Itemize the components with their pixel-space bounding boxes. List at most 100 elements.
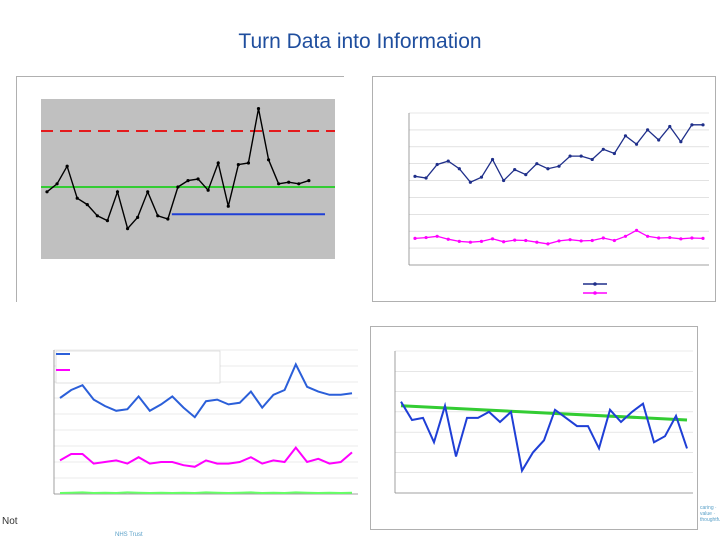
series-0-point [634, 142, 639, 146]
series-1-point [490, 237, 495, 241]
series-0-point [424, 176, 428, 180]
rate-series-point [307, 179, 311, 183]
series-1-point [513, 238, 517, 242]
series-0-line [414, 124, 703, 183]
harm-chart-panel [26, 326, 362, 530]
footer-tagline: caring · value · thoughtful [700, 505, 720, 523]
footer-trust-text: NHS Trust [115, 532, 143, 538]
rate-series-point [105, 219, 110, 223]
series-1-point [468, 240, 472, 244]
series-1-point [646, 234, 650, 238]
rate-series-point [256, 107, 261, 111]
series-0-point [690, 123, 694, 127]
series-0-point [557, 164, 561, 168]
rate-series-line [400, 401, 688, 474]
series-1-point [413, 236, 417, 240]
rate-series-point [216, 161, 220, 165]
series-1-point [424, 235, 428, 240]
incidents-chart-panel [372, 76, 716, 302]
rate-series-point [115, 190, 120, 194]
series-0-point [413, 174, 417, 178]
rate-series-point [136, 215, 140, 219]
series-1-point [634, 228, 639, 232]
series-1-point [557, 239, 561, 243]
series-0-point [601, 147, 605, 151]
series-1-point [690, 236, 694, 240]
slide-title: Turn Data into Information [238, 30, 482, 53]
rate-series-point [246, 161, 251, 165]
series-0-point [701, 123, 705, 127]
series-1-point [457, 239, 461, 243]
series-0-point [568, 154, 572, 158]
footer-org-text: Not [2, 516, 18, 527]
series-1-point [435, 234, 439, 238]
series-0-point [535, 162, 539, 166]
series-2-line [59, 491, 353, 495]
series-0-point [490, 157, 495, 162]
rate-series-point [156, 214, 160, 218]
series-0-point [612, 151, 616, 156]
series-1-point [601, 236, 605, 240]
rate-series-point [45, 190, 49, 194]
series-1-point [668, 235, 672, 240]
series-0-point [646, 128, 650, 132]
rate-series-point [95, 214, 99, 218]
rate-series-point [186, 179, 190, 183]
spc-chart [17, 77, 345, 303]
series-1-point [568, 238, 572, 242]
rate-series-point [166, 217, 170, 221]
rate-series-point [206, 188, 210, 192]
series-1-point [546, 242, 550, 246]
series-0-point [479, 175, 484, 179]
series-1-point [479, 239, 484, 243]
series-1-point [657, 236, 661, 240]
rate-series-point [277, 182, 281, 186]
rate-series-point [287, 180, 291, 184]
series-1-point [701, 236, 705, 240]
rate-series-point [266, 158, 271, 162]
series-0-point [579, 154, 583, 158]
rate-series-point [65, 164, 69, 168]
series-0-point [590, 157, 594, 162]
rate1000-chart [394, 350, 693, 494]
series-0-point [502, 178, 506, 183]
series-0-point [657, 138, 661, 142]
trend-line [400, 404, 688, 422]
series-1-point [524, 238, 528, 243]
series-1-point [579, 239, 583, 243]
legend-box [55, 350, 221, 384]
series-0-point [513, 167, 517, 172]
series-0-point [546, 167, 550, 171]
series-0-point [435, 162, 439, 167]
series-1-point [623, 234, 628, 238]
spc-chart-panel [16, 76, 345, 303]
series-1-point [590, 238, 594, 243]
rate1000-chart-panel [370, 326, 698, 530]
rate-series-point [196, 177, 200, 181]
rate-series-point [85, 203, 89, 207]
series-0-point [668, 124, 672, 129]
series-0-point [623, 134, 628, 138]
legend-all-marker [593, 282, 597, 286]
legend-falls-marker [593, 291, 597, 295]
rate-series-point [146, 190, 150, 194]
series-0-point [446, 159, 450, 163]
series-1-point [679, 237, 683, 241]
rate-series-point [236, 163, 240, 167]
series-0-point [457, 167, 461, 171]
harm-chart [53, 349, 358, 495]
series-1-line [59, 445, 353, 468]
series-0-point [679, 140, 683, 144]
incidents-chart [408, 112, 709, 295]
series-1-point [446, 237, 450, 241]
series-0-line [59, 362, 353, 419]
rate-series-point [125, 227, 130, 231]
rate-series-point [55, 182, 59, 186]
rate-series-point [75, 196, 79, 200]
rate-series-point [297, 182, 301, 186]
rate-series-point [176, 185, 180, 189]
series-1-point [535, 240, 539, 244]
series-1-point [502, 240, 506, 244]
series-0-point [468, 180, 472, 184]
series-0-point [524, 173, 528, 177]
